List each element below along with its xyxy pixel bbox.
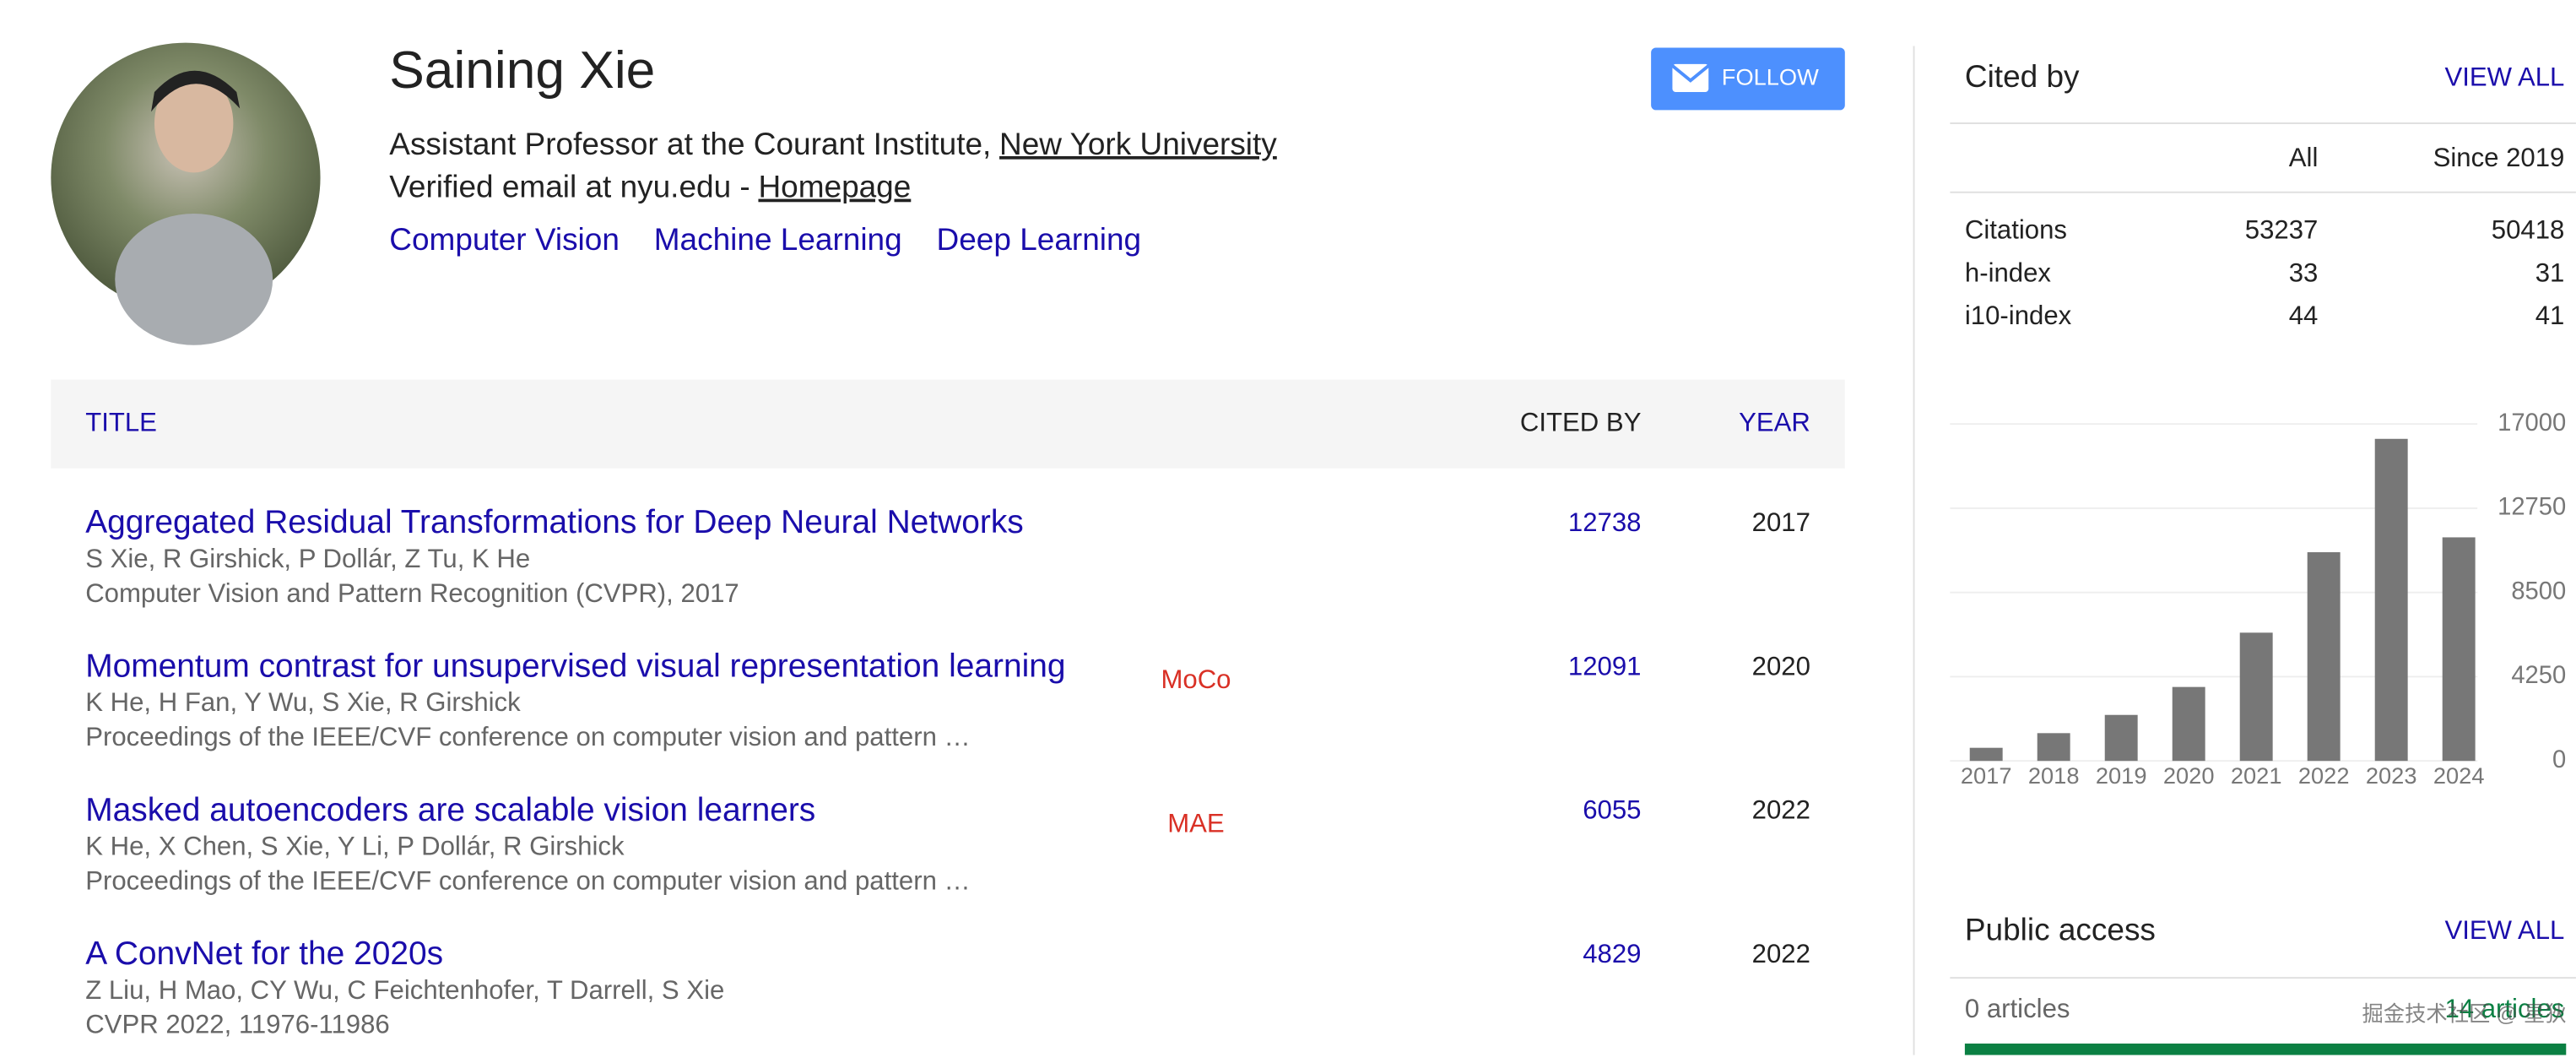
article-authors: Z Liu, H Mao, CY Wu, C Feichtenhofer, T … (85, 975, 724, 1005)
y-tick-label: 0 (2552, 746, 2566, 773)
article-title[interactable]: Masked autoencoders are scalable vision … (85, 792, 815, 828)
x-tick-label: 2017 (1961, 762, 2012, 789)
bar (2239, 632, 2273, 762)
article-venue: Computer Vision and Pattern Recognition … (85, 578, 739, 608)
y-tick-label: 17000 (2498, 409, 2566, 437)
column-since: Since 2019 (2433, 143, 2565, 172)
bar (2307, 552, 2341, 762)
column-cited-by: CITED BY (1520, 407, 1642, 437)
article-venue: Proceedings of the IEEE/CVF conference o… (85, 865, 970, 895)
y-tick-label: 8500 (2511, 578, 2566, 605)
column-title[interactable]: TITLE (85, 407, 157, 437)
metric-since: 31 (2535, 258, 2565, 287)
metric-all: 53237 (2245, 215, 2319, 245)
bar (2037, 733, 2070, 762)
available-count: 14 articles (2444, 994, 2564, 1023)
article-venue: CVPR 2022, 11976-11986 (85, 1010, 390, 1039)
article-authors: K He, X Chen, S Xie, Y Li, P Dollár, R G… (85, 832, 625, 861)
view-all[interactable]: VIEW ALL (2444, 915, 2564, 945)
column-year[interactable]: YEAR (1739, 407, 1810, 437)
article-cited-by[interactable]: 12091 (1568, 651, 1642, 681)
metric-label: Citations (1965, 215, 2067, 245)
article-title[interactable]: Aggregated Residual Transformations for … (85, 504, 1024, 540)
follow-label[interactable]: FOLLOW (1722, 64, 1819, 90)
name: Saining Xie (389, 41, 655, 100)
article-tag: MoCo (1161, 664, 1231, 694)
x-tick-label: 2018 (2028, 762, 2080, 789)
x-tick-label: 2023 (2366, 762, 2417, 789)
article-year: 2022 (1752, 795, 1810, 825)
article-cited-by[interactable]: 6055 (1583, 795, 1641, 825)
article-cited-by[interactable]: 4829 (1583, 939, 1641, 968)
article-year: 2017 (1752, 507, 1810, 537)
affiliation: Assistant Professor at the Courant Insti… (389, 127, 991, 161)
avatar (51, 42, 321, 345)
article-title[interactable]: A ConvNet for the 2020s (85, 936, 443, 972)
bar (1969, 747, 2003, 762)
x-tick-label: 2020 (2163, 762, 2215, 789)
bar (2104, 714, 2138, 762)
panel-title: Public access (1965, 912, 2156, 946)
metric-since: 41 (2535, 301, 2565, 330)
panel-title: Cited by (1965, 59, 2080, 94)
y-tick-label: 4250 (2511, 662, 2566, 689)
metric-label: h-index (1965, 258, 2052, 287)
metric-all: 33 (2289, 258, 2319, 287)
metric-since: 50418 (2492, 215, 2565, 245)
metric-all: 44 (2289, 301, 2319, 330)
follow-button[interactable] (1651, 47, 1845, 111)
bar (2374, 438, 2408, 762)
view-all[interactable]: VIEW ALL (2444, 62, 2564, 92)
x-tick-label: 2021 (2231, 762, 2282, 789)
article-authors: S Xie, R Girshick, P Dollár, Z Tu, K He (85, 544, 530, 573)
x-tick-label: 2024 (2433, 762, 2485, 789)
institution[interactable]: New York University (999, 127, 1277, 161)
homepage-link[interactable]: Homepage (758, 170, 911, 204)
watermark: 掘金技术社区 @ 星狄 (2362, 1003, 2567, 1027)
bar (2442, 537, 2476, 762)
article-authors: K He, H Fan, Y Wu, S Xie, R Girshick (85, 687, 521, 717)
access-bar (1964, 1043, 2567, 1055)
unavailable-count: 0 articles (1965, 994, 2070, 1023)
interest-link[interactable]: Deep Learning (937, 222, 1142, 257)
email: Verified email at nyu.edu - (389, 170, 750, 204)
interest-link[interactable]: Machine Learning (654, 222, 902, 257)
article-venue: Proceedings of the IEEE/CVF conference o… (85, 722, 970, 751)
article-title[interactable]: Momentum contrast for unsupervised visua… (85, 648, 1065, 684)
article-cited-by[interactable]: 12738 (1568, 507, 1642, 537)
column-all: All (2289, 143, 2319, 172)
article-year: 2022 (1752, 939, 1810, 968)
x-tick-label: 2022 (2298, 762, 2350, 789)
bar (2172, 686, 2205, 762)
x-tick-label: 2019 (2096, 762, 2147, 789)
table-header (51, 379, 1845, 469)
y-tick-label: 12750 (2498, 494, 2566, 521)
article-year: 2020 (1752, 651, 1810, 681)
article-tag: MAE (1167, 808, 1224, 838)
metric-label: i10-index (1965, 301, 2072, 330)
interest-link[interactable]: Computer Vision (389, 222, 620, 257)
